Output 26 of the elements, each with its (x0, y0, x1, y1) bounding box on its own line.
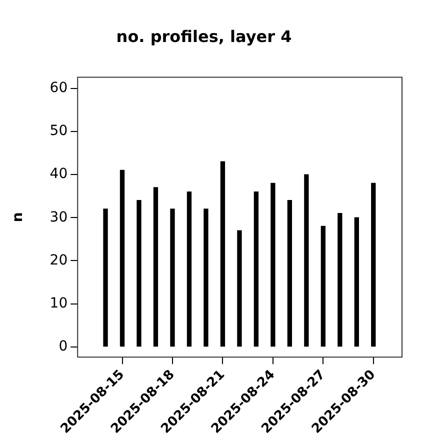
bar (136, 200, 142, 347)
y-tick-label: 20 (50, 252, 68, 268)
y-axis-title: n (10, 212, 26, 222)
bar (320, 226, 326, 347)
bar (304, 174, 309, 347)
bar (338, 212, 342, 347)
bar (170, 208, 175, 347)
bar (270, 182, 276, 347)
bar (103, 208, 108, 347)
bar (254, 191, 259, 347)
y-tick-label: 50 (50, 123, 68, 140)
y-tick-label: 10 (50, 295, 68, 312)
bar (371, 182, 376, 347)
bar (354, 217, 359, 347)
bar (220, 161, 226, 347)
bar (120, 170, 125, 347)
bar (153, 187, 158, 347)
chart-title: no. profiles, layer 4 (116, 26, 292, 46)
bar (237, 230, 242, 347)
y-tick-label: 30 (50, 209, 68, 226)
y-tick-label: 0 (58, 338, 68, 354)
y-tick-label: 60 (50, 80, 68, 96)
bar (287, 200, 292, 347)
y-tick-label: 40 (50, 166, 68, 182)
bar (204, 208, 208, 347)
bar (186, 191, 192, 347)
